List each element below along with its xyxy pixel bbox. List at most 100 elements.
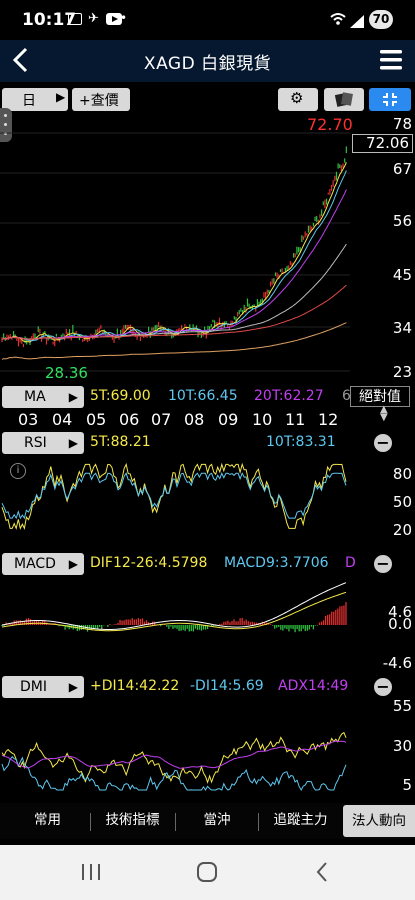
pdi-line [1,731,347,784]
resize-handle-icon[interactable]: ▲ ▼ [380,404,388,423]
screenshot-icon [68,13,82,25]
low-price-label: 28.36 [45,364,88,382]
month-label: 06 [119,410,140,429]
period-selector[interactable]: 日 ▶ [2,88,68,111]
ma120-line [1,284,347,340]
month-label: 11 [285,410,306,429]
cards-icon [335,92,353,107]
chevron-right-icon: ▶ [56,90,66,104]
rsi-tick: 50 [392,493,412,511]
y-tick: 34 [392,319,412,337]
back-nav-icon[interactable] [314,861,330,883]
chevron-right-icon: ▶ [68,680,78,694]
chevron-right-icon: ▶ [68,436,78,450]
dif-line [1,582,347,630]
home-icon[interactable] [196,861,218,883]
wifi-icon [330,12,346,30]
macd-legend: MACD9:3.7706 [224,555,329,571]
airplane-icon: ✈ [88,11,99,26]
battery-indicator: 70 [369,10,393,29]
info-icon[interactable]: i [10,463,26,479]
macd-indicator-button[interactable]: MACD ▶ [2,553,84,575]
last-price-tag: 72.06 [352,134,413,153]
compare-button[interactable] [324,88,364,111]
chevron-right-icon: ▶ [68,557,78,571]
tab-institutional[interactable]: 法人動向 [343,805,415,837]
remove-rsi-button[interactable]: − [374,434,392,452]
tab-main-force[interactable]: 追蹤主力 [273,812,328,828]
macd-tick: 0.0 [388,615,412,633]
rsi-chart [1,462,347,531]
ma20-legend: 20T:62.27 [254,388,324,404]
absolute-value-button[interactable]: 絕對值 [350,386,410,407]
bottom-tab-bar: 常用 技術指標 當沖 追蹤主力 法人動向 [0,803,415,839]
rsi10-line [1,472,347,520]
system-nav-bar [0,845,415,900]
tab-daytrade[interactable]: 當沖 [203,812,231,828]
collapse-icon [383,93,397,106]
dmi-indicator-button[interactable]: DMI ▶ [2,676,84,698]
query-price-button[interactable]: +查價 [72,88,130,111]
macd-chart [1,582,347,633]
y-tick: 78 [392,115,412,133]
status-time: 10:17 [22,10,77,30]
rsi-indicator-button[interactable]: RSI ▶ [2,432,84,454]
price-chart[interactable] [0,113,415,383]
macd-tick: 4.6 [388,603,412,621]
rsi5-line [1,462,347,531]
tab-divider [175,813,176,831]
remove-macd-button[interactable]: − [374,555,392,573]
recent-apps-icon[interactable] [80,863,102,881]
month-label: 09 [218,410,239,429]
status-bar: 10:17 ✈ • 70 [0,0,415,40]
hamburger-icon [380,50,402,70]
ma5-legend: 5T:69.00 [90,388,151,404]
macd-tick: -4.6 [382,654,412,672]
y-tick: 67 [392,160,412,178]
back-button[interactable] [10,46,30,78]
dif-legend: DIF12-26:4.5798 [90,555,208,571]
gear-icon: ⚙ [290,89,304,107]
ma10-legend: 10T:66.45 [168,388,238,404]
month-label: 10 [252,410,273,429]
ma5-line [1,162,347,343]
pdi-legend: +DI14:42.22 [90,678,180,694]
month-label: 03 [18,410,39,429]
app-header: XAGD 白銀現貨 [0,40,415,82]
macd-line [1,591,347,632]
dmi-tick: 55 [392,697,412,715]
osc-legend: D [345,555,356,571]
fullscreen-toggle-button[interactable] [369,88,411,111]
month-label: 04 [52,410,73,429]
y-tick: 45 [392,266,412,284]
tab-divider [90,813,91,831]
rsi-tick: 20 [392,521,412,539]
high-price-label: 72.70 [307,115,353,134]
rsi-tick: 80 [392,465,412,483]
rsi5-legend: 5T:88.21 [90,434,151,450]
mdi-line [1,755,347,792]
tab-technical[interactable]: 技術指標 [105,812,160,828]
dot-icon: • [120,11,128,25]
adx-legend: ADX14:49 [278,678,349,694]
month-label: 12 [318,410,339,429]
tab-divider [258,813,259,831]
ma60-legend: 6 [342,388,351,404]
y-tick: 23 [392,363,412,381]
ma20-line [1,189,347,340]
menu-button[interactable] [380,48,402,76]
ma-indicator-button[interactable]: MA ▶ [2,386,84,408]
chevron-left-icon [12,47,28,73]
month-label: 07 [151,410,172,429]
tab-common[interactable]: 常用 [34,812,61,828]
month-label: 08 [184,410,205,429]
rsi10-legend: 10T:83.31 [266,434,336,450]
settings-button[interactable]: ⚙ [278,88,318,111]
page-title: XAGD 白銀現貨 [143,54,272,74]
youtube-icon [106,13,122,25]
remove-dmi-button[interactable]: − [374,678,392,696]
mdi-legend: -DI14:5.69 [190,678,264,694]
y-tick: 56 [392,212,412,230]
signal-icon [350,13,364,32]
dmi-tick: 5 [402,776,412,794]
